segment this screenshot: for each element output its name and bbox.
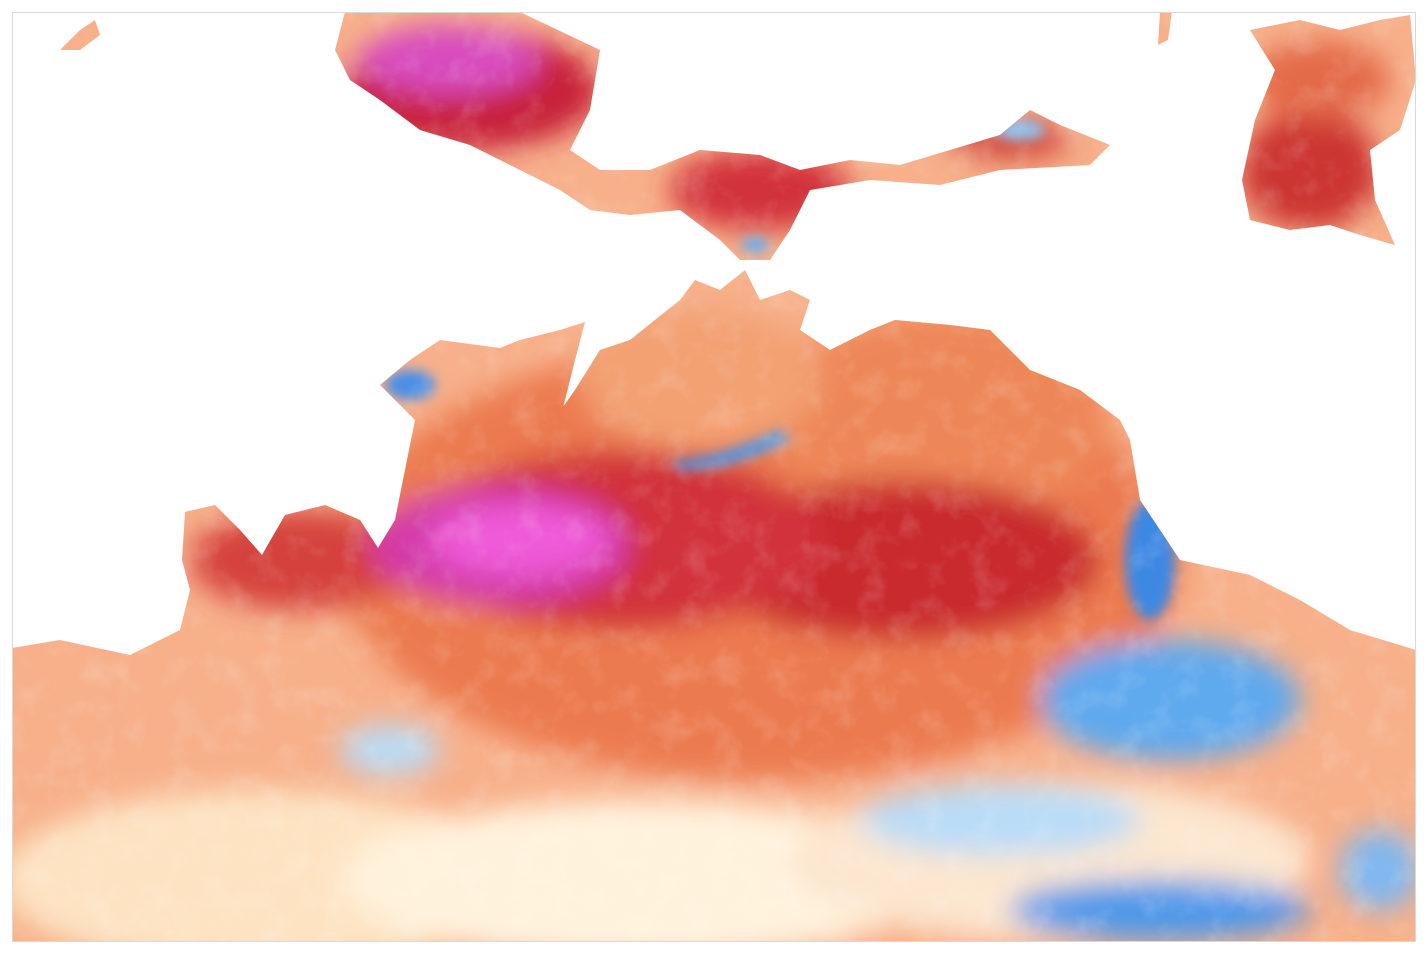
- frame: [12, 12, 1416, 942]
